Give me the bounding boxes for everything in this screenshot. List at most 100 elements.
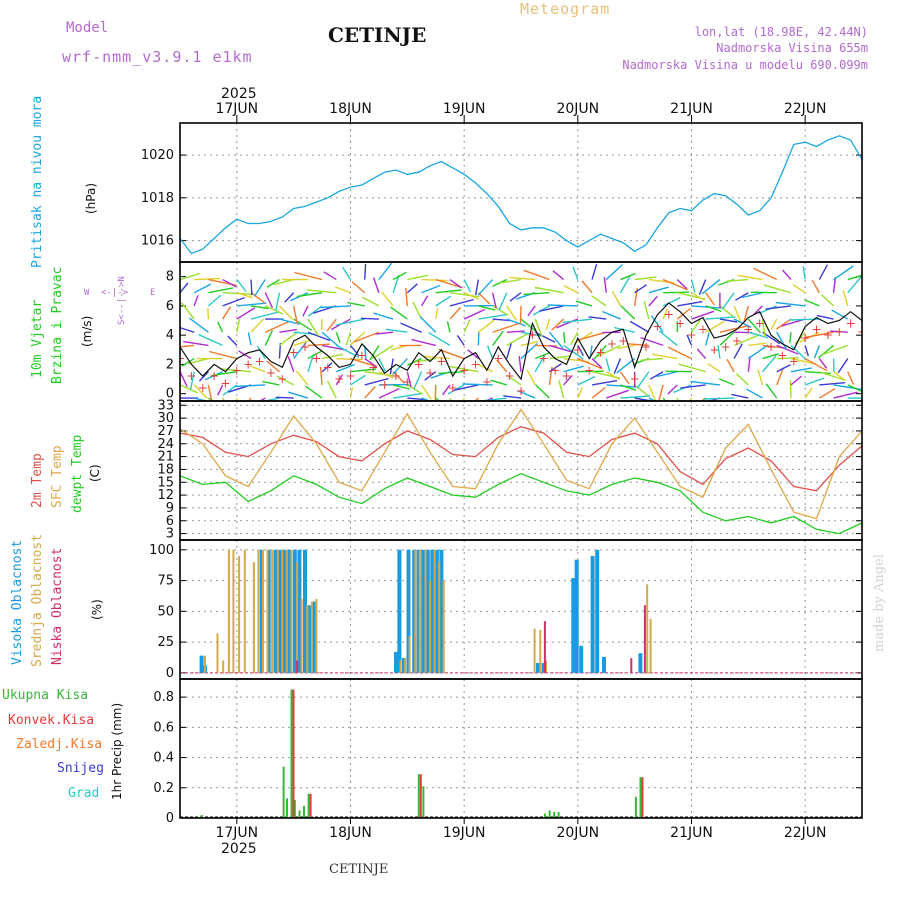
wind-arrow: [236, 318, 241, 333]
wind-arrow: [523, 292, 550, 296]
wind-arrow: [605, 263, 624, 281]
compass-ew-arrow: <-|->: [101, 288, 129, 298]
wind-arrow: [626, 343, 649, 347]
gust-marker: +: [686, 328, 696, 342]
wind-arrow: [520, 341, 539, 347]
y-tick-label: 6: [166, 299, 174, 314]
wind-arrow: [435, 289, 462, 294]
gust-marker: +: [323, 360, 333, 374]
gust-marker: +: [630, 372, 640, 386]
gust-marker: +: [755, 316, 765, 330]
wind-arrow: [673, 384, 692, 394]
high-cloud-bar: [259, 549, 264, 673]
gust-marker: +: [414, 357, 424, 371]
wind-arrow: [519, 305, 522, 324]
wind-arrow: [591, 379, 618, 386]
mid-cloud-bar: [276, 549, 279, 673]
wind-arrow: [249, 365, 266, 373]
wind-arrow: [336, 318, 365, 326]
wind-arrow: [506, 343, 512, 359]
gust-marker: +: [641, 340, 651, 354]
wind-arrow: [381, 291, 394, 307]
panel-frame: [179, 122, 863, 263]
wind-arrow: [819, 371, 846, 382]
wind-arrow: [364, 377, 389, 386]
wind-arrow: [420, 384, 432, 400]
wind-arrow: [180, 344, 195, 348]
gust-marker: +: [368, 360, 378, 374]
wind-arrow: [477, 279, 494, 296]
gust-marker: +: [459, 363, 469, 377]
high-cloud-bar: [571, 578, 576, 673]
wind-arrow: [817, 344, 835, 359]
wind-arrow: [648, 384, 656, 401]
mid-cloud-bar: [545, 660, 547, 673]
wind-arrow: [189, 317, 209, 333]
wind-arrow: [652, 353, 678, 360]
gust-marker: +: [539, 352, 549, 366]
wind-arrow: [804, 299, 820, 307]
wind-arrow: [264, 305, 284, 315]
wind-arrow: [334, 286, 351, 294]
wind-arrow: [180, 371, 188, 388]
wind-arrow: [520, 342, 538, 360]
wind-arrow: [287, 356, 295, 372]
wind-arrow: [435, 397, 441, 401]
wind-arrow: [818, 358, 828, 369]
convective-bar: [419, 774, 422, 818]
y-tick-label: 24: [157, 437, 174, 452]
wind-arrow: [691, 310, 715, 320]
mid-cloud-bar: [404, 658, 407, 673]
gust-marker: +: [186, 369, 196, 383]
wind-arrow: [421, 284, 441, 294]
year-label-bottom: 2025: [221, 841, 257, 857]
wind-arrow: [721, 292, 735, 310]
wind-arrow: [335, 331, 341, 344]
mid-cloud-bar: [271, 549, 274, 673]
wind-arrow: [837, 358, 849, 374]
wind-arrow: [351, 281, 366, 294]
wind-arrow: [551, 318, 565, 331]
mid-cloud-bar: [227, 549, 230, 673]
wind-arrow: [577, 370, 604, 373]
wind-arrow: [449, 292, 480, 298]
wind-arrow: [748, 342, 766, 347]
legend-total-rain: Ukupna Kisa: [2, 688, 89, 703]
gust-marker: +: [345, 369, 355, 383]
gust-marker: +: [777, 349, 787, 363]
mid-cloud-bar: [424, 549, 427, 673]
gust-marker: +: [289, 346, 299, 360]
wind-arrow: [336, 363, 355, 373]
wind-arrow: [619, 275, 631, 294]
wind-arrow: [726, 278, 749, 282]
wind-arrow: [492, 322, 520, 333]
wind-arrow: [656, 371, 678, 378]
wind-arrow: [208, 287, 234, 294]
y-tick-label: 0.4: [153, 751, 174, 766]
wind-arrow: [605, 371, 620, 380]
wind-arrow: [198, 333, 223, 347]
wind-arrow: [648, 295, 658, 307]
wind-arrow: [180, 282, 189, 294]
wind-arrow: [539, 305, 564, 312]
gust-marker: +: [198, 381, 208, 395]
high-cloud-bar: [406, 549, 411, 673]
mid-cloud-bar: [442, 580, 445, 673]
wind-arrow: [648, 397, 657, 401]
wind-arrow: [833, 391, 858, 399]
wind-arrow: [247, 332, 252, 346]
gust-marker: +: [766, 340, 776, 354]
wind-arrow: [747, 356, 751, 372]
y-tick-label: 21: [157, 450, 174, 465]
wind-arrow: [435, 278, 463, 289]
wind-arrow: [222, 278, 237, 288]
wind-arrow: [792, 284, 806, 294]
wind-arrow: [221, 368, 252, 373]
high-cloud-bar: [595, 549, 600, 673]
mid-cloud-bar: [399, 660, 402, 673]
wind-arrow: [509, 292, 522, 302]
wind-arrow: [193, 295, 199, 307]
wind-arrow: [588, 316, 607, 320]
wind-arrow: [496, 359, 508, 373]
wind-arrow: [463, 279, 472, 293]
